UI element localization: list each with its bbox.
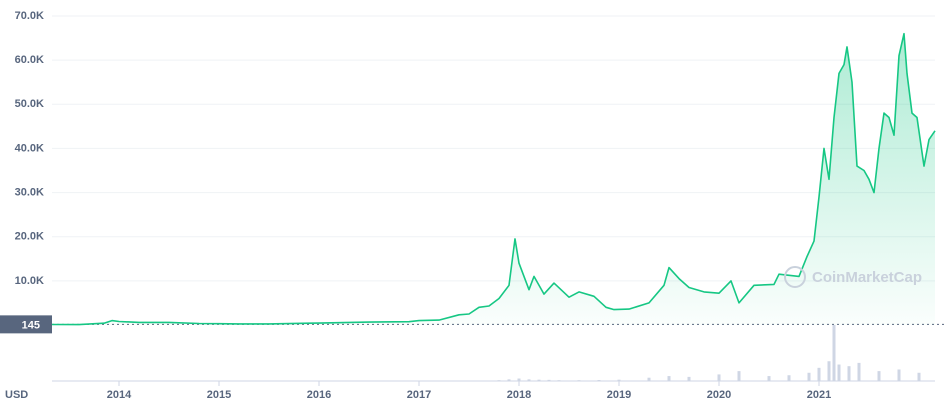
area-fill: [52, 33, 935, 325]
volume-bar: [647, 377, 651, 381]
volume-bar: [857, 362, 861, 381]
y-tick-label: 60.0K: [15, 54, 44, 66]
volume-bar: [507, 379, 511, 381]
reference-label-bg: [0, 315, 52, 334]
y-tick-label: 30.0K: [15, 186, 44, 198]
volume-bar: [817, 367, 821, 381]
watermark-text: CoinMarketCap: [812, 269, 922, 286]
x-tick-label: 2014: [107, 389, 132, 401]
watermark: CoinMarketCap: [784, 266, 922, 288]
volume-bar: [832, 325, 836, 381]
x-tick-label: 2019: [607, 389, 631, 401]
volume-bar: [527, 379, 531, 381]
volume-bar: [737, 371, 741, 381]
volume-bar: [837, 364, 841, 381]
volume-bar: [547, 379, 551, 381]
x-tick-label: 2021: [807, 389, 831, 401]
y-tick-label: 20.0K: [15, 231, 44, 243]
y-tick-label: 70.0K: [15, 10, 44, 22]
currency-label: USD: [5, 389, 28, 401]
reference-label: 145: [22, 319, 40, 331]
volume-bar: [717, 374, 721, 381]
x-tick-label: 2020: [707, 389, 731, 401]
plot: 10.0K 20.0K 30.0K 40.0K 50.0K 60.0K 70.0K 2014 2…: [0, 10, 945, 401]
y-tick-label: 10.0K: [15, 275, 44, 287]
y-tick-label: 40.0K: [15, 142, 44, 154]
volume-bar: [687, 376, 691, 381]
volume-bar: [787, 375, 791, 381]
volume-bar: [827, 361, 831, 381]
x-tick-label: 2015: [207, 389, 231, 401]
volume-bar: [667, 376, 671, 381]
x-tick-label: 2018: [507, 389, 531, 401]
volume-bar: [617, 379, 621, 381]
volume-bar: [537, 379, 541, 381]
volume-bar: [807, 372, 811, 381]
y-tick-label: 50.0K: [15, 98, 44, 110]
volume-bar: [767, 376, 771, 381]
volume-bar: [877, 371, 881, 381]
volume-bar: [847, 366, 851, 381]
volume-bar: [897, 369, 901, 381]
volume-bar: [917, 372, 921, 381]
volume-bar: [517, 378, 521, 381]
price-line: [51, 32, 936, 326]
watermark-logo: [784, 266, 806, 288]
x-tick-label: 2016: [307, 389, 331, 401]
x-tick-label: 2017: [407, 389, 431, 401]
